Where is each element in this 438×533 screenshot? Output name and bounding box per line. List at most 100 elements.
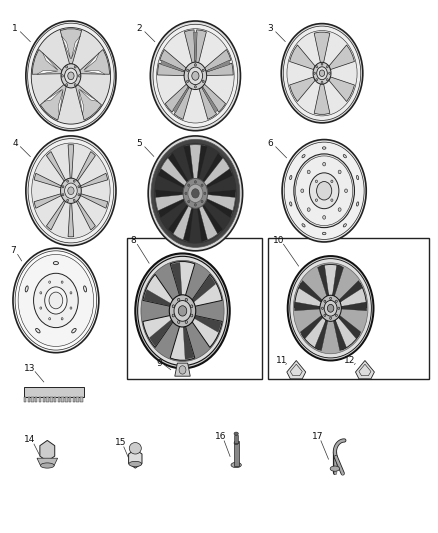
Circle shape bbox=[62, 193, 64, 196]
Polygon shape bbox=[204, 168, 233, 189]
Polygon shape bbox=[79, 90, 84, 115]
Text: 7: 7 bbox=[10, 246, 16, 255]
Ellipse shape bbox=[129, 462, 142, 466]
Polygon shape bbox=[155, 192, 185, 215]
Polygon shape bbox=[143, 274, 173, 306]
Circle shape bbox=[284, 142, 364, 239]
Circle shape bbox=[66, 84, 67, 86]
Text: 1: 1 bbox=[12, 25, 18, 34]
Circle shape bbox=[331, 199, 333, 201]
Circle shape bbox=[321, 307, 323, 310]
Polygon shape bbox=[339, 302, 367, 311]
Polygon shape bbox=[294, 283, 321, 308]
Polygon shape bbox=[202, 87, 218, 112]
Circle shape bbox=[192, 71, 199, 80]
Circle shape bbox=[281, 23, 363, 123]
Circle shape bbox=[70, 292, 72, 294]
Circle shape bbox=[338, 208, 341, 212]
Bar bbox=[24, 397, 26, 402]
Polygon shape bbox=[168, 203, 190, 234]
Bar bbox=[77, 397, 79, 402]
Text: 15: 15 bbox=[114, 438, 126, 447]
Circle shape bbox=[330, 317, 332, 319]
Circle shape bbox=[45, 287, 67, 314]
Polygon shape bbox=[171, 263, 182, 296]
Circle shape bbox=[288, 256, 374, 360]
Circle shape bbox=[73, 180, 75, 182]
Polygon shape bbox=[32, 50, 62, 74]
Text: 2: 2 bbox=[137, 25, 142, 34]
Circle shape bbox=[179, 366, 186, 374]
Polygon shape bbox=[199, 87, 216, 119]
Circle shape bbox=[49, 292, 63, 309]
Polygon shape bbox=[332, 265, 344, 299]
Circle shape bbox=[319, 70, 325, 76]
Circle shape bbox=[187, 80, 189, 83]
Bar bbox=[50, 397, 53, 402]
Polygon shape bbox=[290, 77, 315, 102]
Polygon shape bbox=[183, 205, 194, 241]
Polygon shape bbox=[197, 145, 207, 182]
Polygon shape bbox=[337, 280, 363, 304]
Bar bbox=[28, 397, 30, 402]
Text: 14: 14 bbox=[25, 435, 36, 445]
Polygon shape bbox=[194, 32, 197, 61]
Circle shape bbox=[316, 79, 318, 81]
Circle shape bbox=[68, 72, 74, 80]
Polygon shape bbox=[333, 317, 346, 351]
Text: 12: 12 bbox=[344, 356, 356, 365]
Polygon shape bbox=[206, 63, 233, 76]
Polygon shape bbox=[186, 144, 205, 180]
Circle shape bbox=[326, 66, 328, 68]
Polygon shape bbox=[161, 60, 184, 72]
Polygon shape bbox=[314, 32, 330, 62]
Text: 17: 17 bbox=[312, 432, 324, 441]
Bar bbox=[24, 387, 84, 397]
Polygon shape bbox=[129, 449, 142, 468]
Circle shape bbox=[183, 179, 208, 208]
Polygon shape bbox=[170, 326, 195, 360]
Circle shape bbox=[67, 180, 68, 182]
Polygon shape bbox=[203, 155, 232, 187]
Polygon shape bbox=[201, 153, 223, 184]
Polygon shape bbox=[320, 264, 341, 296]
Circle shape bbox=[307, 170, 310, 174]
Ellipse shape bbox=[231, 463, 241, 467]
Polygon shape bbox=[302, 317, 326, 350]
Circle shape bbox=[317, 67, 327, 80]
Circle shape bbox=[154, 143, 237, 244]
Circle shape bbox=[148, 136, 243, 251]
Circle shape bbox=[67, 199, 68, 201]
Ellipse shape bbox=[322, 232, 326, 235]
Polygon shape bbox=[198, 204, 221, 241]
Polygon shape bbox=[37, 458, 58, 465]
Circle shape bbox=[320, 295, 341, 321]
Circle shape bbox=[64, 68, 77, 84]
Polygon shape bbox=[76, 200, 95, 230]
Ellipse shape bbox=[302, 155, 305, 158]
Circle shape bbox=[178, 306, 187, 316]
Circle shape bbox=[28, 139, 114, 243]
Circle shape bbox=[153, 25, 238, 127]
Polygon shape bbox=[205, 50, 231, 71]
Circle shape bbox=[70, 307, 72, 309]
Polygon shape bbox=[173, 87, 189, 112]
Polygon shape bbox=[204, 198, 233, 218]
Polygon shape bbox=[143, 316, 173, 348]
Circle shape bbox=[185, 321, 187, 324]
Circle shape bbox=[184, 62, 207, 90]
Polygon shape bbox=[158, 63, 184, 76]
Polygon shape bbox=[155, 190, 185, 198]
Ellipse shape bbox=[290, 202, 292, 206]
Circle shape bbox=[345, 189, 347, 192]
Circle shape bbox=[321, 82, 323, 84]
Bar bbox=[61, 397, 64, 402]
Bar bbox=[35, 397, 38, 402]
Circle shape bbox=[13, 248, 99, 353]
Polygon shape bbox=[300, 314, 325, 339]
Ellipse shape bbox=[302, 224, 305, 227]
Circle shape bbox=[78, 193, 80, 196]
Ellipse shape bbox=[84, 286, 87, 292]
Circle shape bbox=[338, 170, 341, 174]
Circle shape bbox=[204, 192, 206, 195]
